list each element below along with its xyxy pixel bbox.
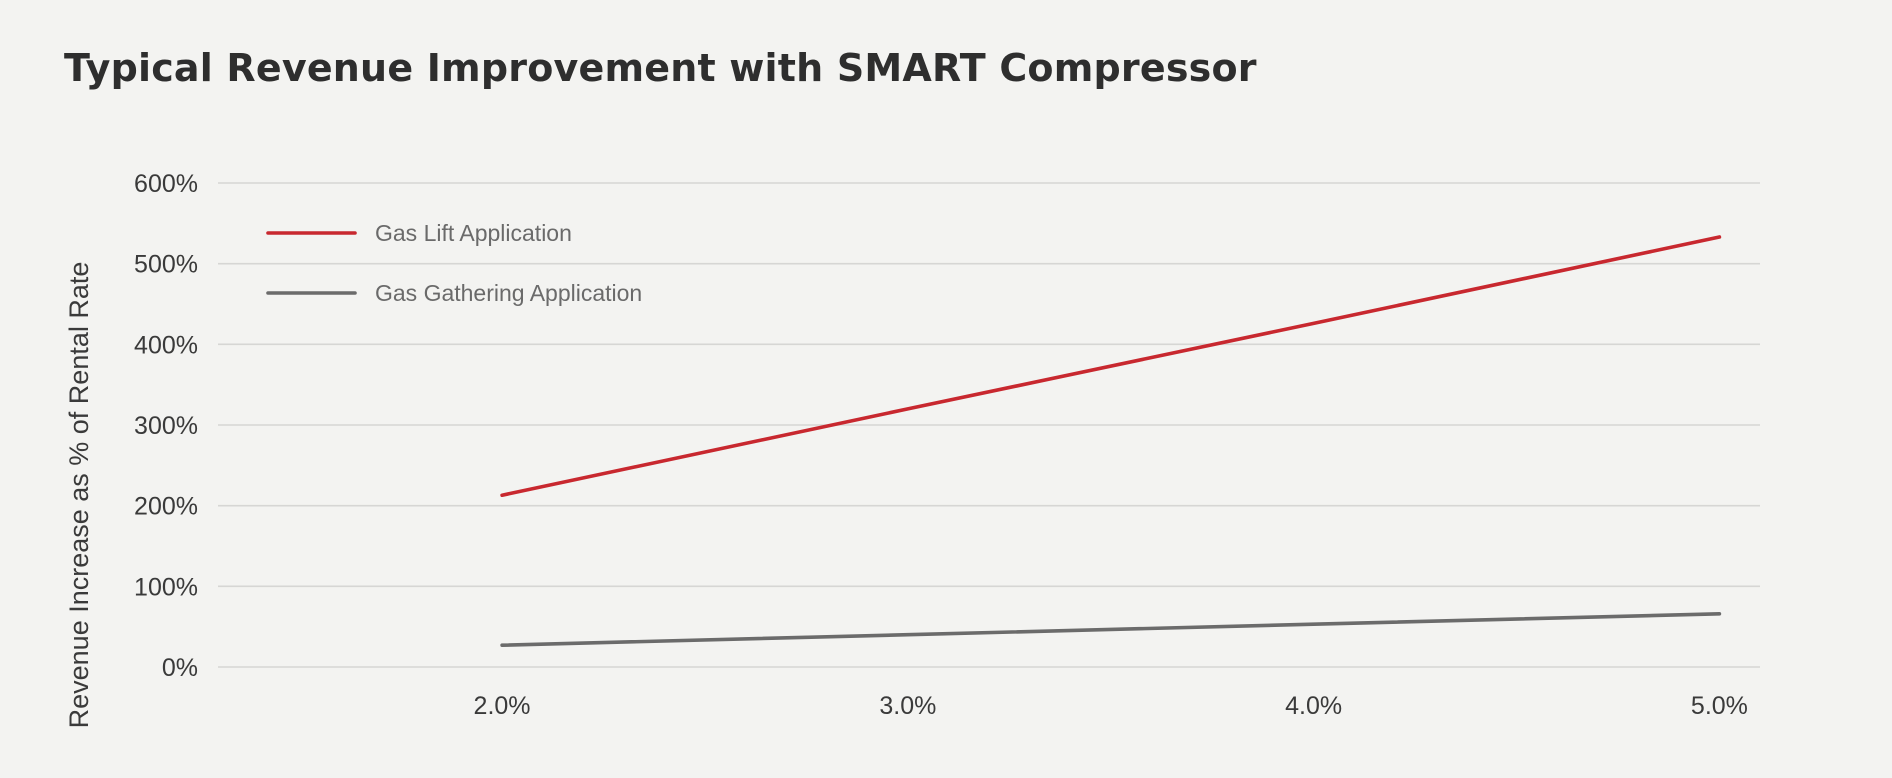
y-tick-label: 100%	[134, 573, 198, 601]
series-lines	[500, 235, 1722, 648]
legend-label: Gas Lift Application	[375, 220, 572, 246]
y-tick-label: 300%	[134, 412, 198, 440]
y-tick-label: 400%	[134, 331, 198, 359]
y-axis-label: Revenue Increase as % of Rental Rate	[64, 262, 94, 729]
x-tick-label: 3.0%	[879, 692, 936, 720]
x-tick-label: 4.0%	[1285, 692, 1342, 720]
x-axis-tick-labels: 2.0% 3.0% 4.0% 5.0%	[474, 692, 1748, 720]
y-axis-tick-labels: 0% 100% 200% 300% 400% 500% 600%	[134, 170, 198, 682]
y-tick-label: 200%	[134, 493, 198, 521]
y-tick-label: 600%	[134, 170, 198, 198]
x-tick-label: 2.0%	[474, 692, 531, 720]
y-tick-label: 500%	[134, 251, 198, 279]
y-tick-label: 0%	[162, 654, 198, 682]
x-tick-label: 5.0%	[1691, 692, 1748, 720]
legend: Gas Lift Application Gas Gathering Applic…	[266, 220, 642, 306]
series-line	[500, 611, 1722, 648]
chart-title: Typical Revenue Improvement with SMART C…	[64, 46, 1257, 90]
legend-label: Gas Gathering Application	[375, 280, 642, 306]
series-line	[500, 235, 1722, 498]
grid-lines	[218, 182, 1760, 668]
